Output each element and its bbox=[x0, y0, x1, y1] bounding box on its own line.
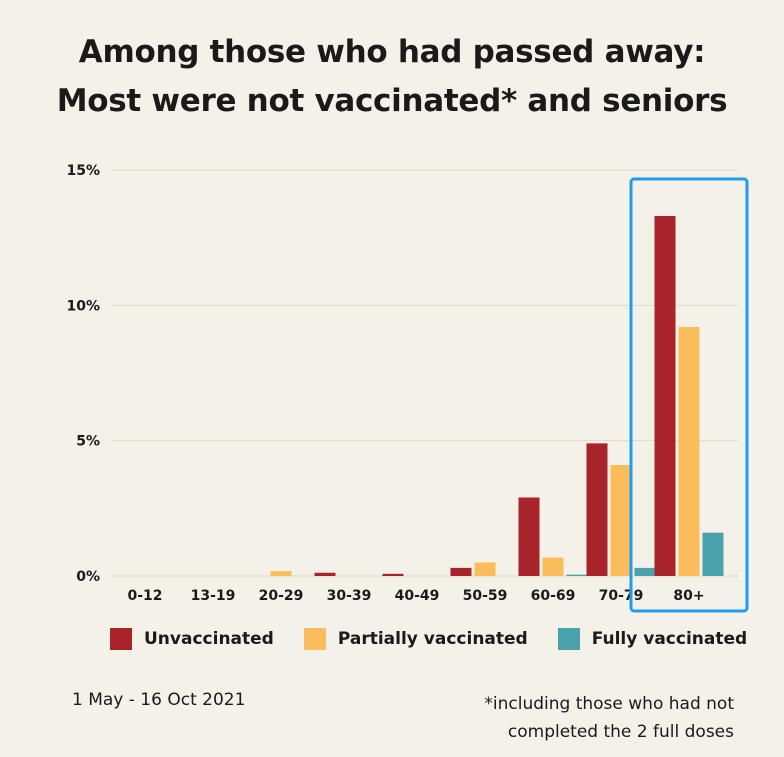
highlight-box-80+ bbox=[629, 177, 749, 613]
x-tick-label-20-29: 20-29 bbox=[259, 588, 304, 604]
bar-partially-vaccinated-70-79 bbox=[610, 465, 632, 576]
legend-item-partially-vaccinated: Partially vaccinated bbox=[303, 628, 528, 650]
bar-fully-vaccinated-70-79 bbox=[634, 567, 656, 576]
x-tick-label-50-59: 50-59 bbox=[463, 588, 508, 604]
x-tick-label-80+: 80+ bbox=[673, 588, 704, 604]
bar-unvaccinated-50-59 bbox=[450, 567, 472, 576]
legend-label-fully-vaccinated: Fully vaccinated bbox=[591, 629, 748, 649]
bar-partially-vaccinated-80+ bbox=[678, 326, 700, 576]
bar-partially-vaccinated-60-69 bbox=[542, 557, 564, 576]
bar-chart: 0% 5% 10% 15% 0-12 13-19 20-29 30-39 40-49 50-59 6… bbox=[66, 163, 749, 613]
legend-swatch-unvaccinated bbox=[110, 628, 132, 650]
bar-fully-vaccinated-60-69 bbox=[566, 574, 588, 576]
legend-item-unvaccinated: Unvaccinated bbox=[110, 628, 274, 650]
x-tick-label-13-19: 13-19 bbox=[191, 588, 236, 604]
x-tick-label-60-69: 60-69 bbox=[531, 588, 576, 604]
y-tick-label-10: 10% bbox=[66, 298, 100, 314]
bar-partially-vaccinated-20-29 bbox=[270, 571, 292, 576]
y-tick-label-15: 15% bbox=[66, 163, 100, 179]
bar-unvaccinated-60-69 bbox=[518, 497, 540, 576]
bar-unvaccinated-30-39 bbox=[314, 572, 336, 576]
chart-title-line-2: Most were not vaccinated* and seniors bbox=[56, 83, 728, 119]
y-tick-label-0: 0% bbox=[76, 569, 100, 585]
bar-unvaccinated-40-49 bbox=[382, 573, 404, 576]
x-tick-label-40-49: 40-49 bbox=[395, 588, 440, 604]
legend-swatch-partially-vaccinated bbox=[303, 628, 326, 650]
bar-unvaccinated-80+ bbox=[654, 216, 676, 576]
x-tick-label-70-79: 70-79 bbox=[599, 588, 644, 604]
x-tick-label-0-12: 0-12 bbox=[127, 588, 162, 604]
y-tick-label-5: 5% bbox=[76, 434, 100, 450]
bar-fully-vaccinated-80+ bbox=[702, 532, 724, 576]
legend: Unvaccinated Partially vaccinated Fully … bbox=[110, 628, 777, 650]
date-range: 1 May - 16 Oct 2021 bbox=[72, 690, 246, 710]
footnote-line-2: completed the 2 full doses bbox=[507, 722, 734, 742]
bar-unvaccinated-70-79 bbox=[586, 443, 608, 576]
legend-label-unvaccinated: Unvaccinated bbox=[144, 629, 274, 649]
bar-partially-vaccinated-50-59 bbox=[474, 562, 496, 576]
legend-item-fully-vaccinated: Fully vaccinated bbox=[557, 628, 748, 650]
footnote: *including those who had not completed t… bbox=[484, 690, 734, 746]
legend-swatch-fully-vaccinated bbox=[557, 628, 580, 650]
chart-title-line-1: Among those who had passed away: bbox=[78, 34, 706, 70]
chart-title: Among those who had passed away: Most we… bbox=[0, 28, 784, 126]
footnote-line-1: *including those who had not bbox=[484, 694, 734, 714]
x-tick-label-30-39: 30-39 bbox=[327, 588, 372, 604]
legend-label-partially-vaccinated: Partially vaccinated bbox=[337, 629, 528, 649]
